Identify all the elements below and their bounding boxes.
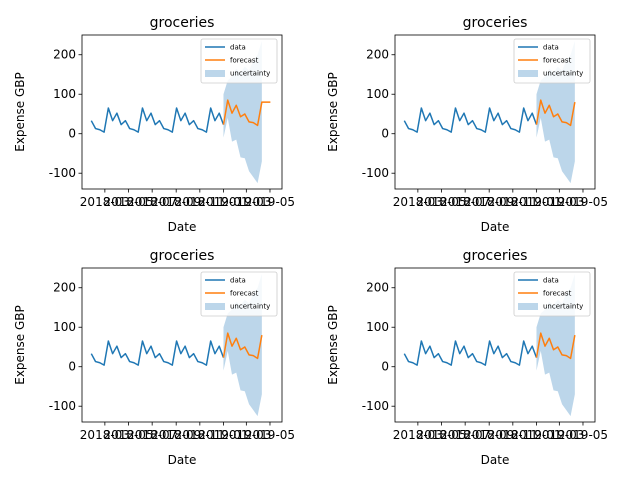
legend-label: forecast [543, 290, 572, 298]
legend-label: uncertainty [543, 303, 583, 311]
forecast-line [222, 332, 263, 360]
legend: data forecast uncertainty [513, 271, 591, 317]
x-tick-label: 2018-03 [393, 195, 443, 209]
x-tick-label: 2018-05 [103, 428, 153, 442]
x-tick-label: 2019-01 [511, 195, 561, 209]
y-tick-label: 0 [381, 127, 389, 141]
axes-frame [394, 267, 596, 423]
y-tick-label: -100 [49, 399, 76, 413]
chart-title: groceries [150, 248, 215, 264]
legend-label: forecast [230, 57, 259, 65]
x-axis-label: Date [168, 220, 197, 234]
legend-label: uncertainty [230, 303, 270, 311]
x-tick-label: 2018-11 [488, 428, 538, 442]
x-tick-label: 2018-05 [416, 428, 466, 442]
legend-label: data [543, 44, 559, 52]
y-tick-label: -100 [362, 399, 389, 413]
legend-swatch-uncertainty [518, 70, 538, 77]
legend-swatch-uncertainty [518, 303, 538, 310]
x-tick-label: 2019-01 [511, 428, 561, 442]
legend: data forecast uncertainty [200, 38, 278, 84]
y-tick-label: 0 [68, 360, 76, 374]
legend: data forecast uncertainty [200, 271, 278, 317]
chart-title: groceries [463, 248, 528, 264]
chart-panel: -10001002002018-032018-052018-072018-092… [326, 248, 608, 467]
legend-swatch-uncertainty [205, 303, 225, 310]
x-tick-label: 2018-07 [440, 195, 490, 209]
x-tick-label: 2019-03 [534, 195, 584, 209]
x-tick-label: 2019-05 [245, 195, 295, 209]
y-tick-label: -100 [362, 166, 389, 180]
data-line [90, 107, 225, 133]
x-tick-label: 2018-07 [440, 428, 490, 442]
axes-frame [394, 34, 596, 190]
chart-title: groceries [150, 15, 215, 31]
y-tick-label: -100 [49, 166, 76, 180]
x-axis-label: Date [168, 453, 197, 467]
y-tick-label: 100 [53, 320, 76, 334]
y-axis-label: Expense GBP [326, 305, 340, 385]
y-axis-label: Expense GBP [13, 305, 27, 385]
legend-label: data [230, 44, 246, 52]
x-tick-label: 2018-11 [175, 428, 225, 442]
y-tick-label: 100 [53, 87, 76, 101]
legend-label: data [543, 277, 559, 285]
x-tick-label: 2018-03 [393, 428, 443, 442]
x-tick-label: 2018-03 [80, 195, 130, 209]
x-tick-label: 2018-09 [151, 195, 201, 209]
x-tick-label: 2019-01 [198, 428, 248, 442]
legend-label: data [230, 277, 246, 285]
chart-panel: -10001002002018-032018-052018-072018-092… [326, 15, 608, 234]
legend-swatch-uncertainty [205, 70, 225, 77]
x-tick-label: 2019-05 [558, 428, 608, 442]
chart-panel: -10001002002018-032018-052018-072018-092… [13, 248, 295, 467]
x-tick-label: 2019-03 [534, 428, 584, 442]
x-tick-label: 2018-07 [127, 428, 177, 442]
legend-label: forecast [230, 290, 259, 298]
x-axis-label: Date [481, 220, 510, 234]
chart-panel: -10001002002018-032018-052018-072018-092… [13, 15, 295, 234]
data-line [90, 340, 225, 366]
legend-label: uncertainty [230, 70, 270, 78]
axes-frame [81, 34, 283, 190]
legend-label: forecast [543, 57, 572, 65]
chart-title: groceries [463, 15, 528, 31]
y-tick-label: 0 [68, 127, 76, 141]
x-tick-label: 2019-05 [245, 428, 295, 442]
y-tick-label: 100 [366, 87, 389, 101]
x-tick-label: 2018-09 [464, 428, 514, 442]
forecast-line [535, 332, 576, 360]
x-tick-label: 2018-11 [175, 195, 225, 209]
x-tick-label: 2018-07 [127, 195, 177, 209]
x-tick-label: 2018-05 [103, 195, 153, 209]
forecast-line [222, 99, 271, 127]
y-tick-label: 0 [381, 360, 389, 374]
y-tick-label: 200 [53, 48, 76, 62]
y-tick-label: 200 [53, 281, 76, 295]
y-tick-label: 200 [366, 48, 389, 62]
x-tick-label: 2019-05 [558, 195, 608, 209]
y-axis-label: Expense GBP [326, 72, 340, 152]
x-tick-label: 2018-11 [488, 195, 538, 209]
data-line [403, 340, 538, 366]
legend: data forecast uncertainty [513, 38, 591, 84]
x-tick-label: 2019-01 [198, 195, 248, 209]
x-tick-label: 2018-09 [151, 428, 201, 442]
axes-frame [81, 267, 283, 423]
forecast-line [535, 99, 576, 127]
x-axis-label: Date [481, 453, 510, 467]
y-tick-label: 100 [366, 320, 389, 334]
x-tick-label: 2019-03 [221, 428, 271, 442]
x-tick-label: 2019-03 [221, 195, 271, 209]
y-axis-label: Expense GBP [13, 72, 27, 152]
x-tick-label: 2018-09 [464, 195, 514, 209]
y-tick-label: 200 [366, 281, 389, 295]
data-line [403, 107, 538, 133]
legend-label: uncertainty [543, 70, 583, 78]
x-tick-label: 2018-05 [416, 195, 466, 209]
x-tick-label: 2018-03 [80, 428, 130, 442]
